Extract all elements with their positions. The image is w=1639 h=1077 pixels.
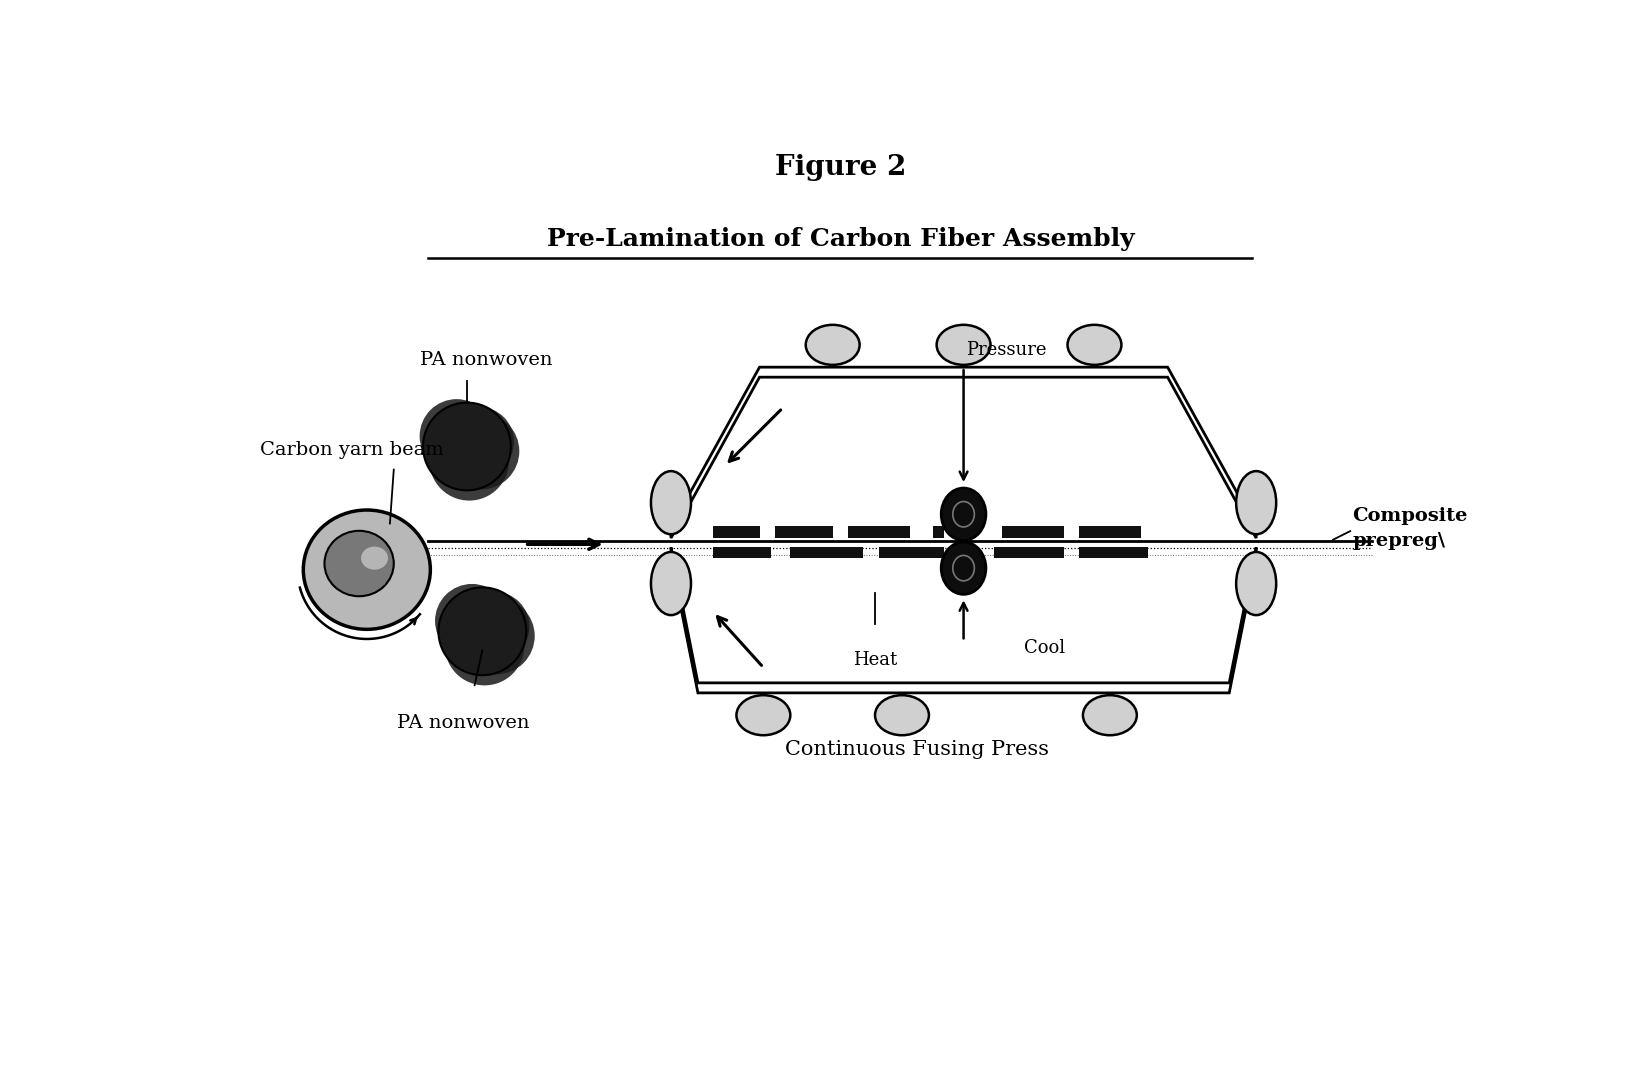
Bar <box>879 547 944 558</box>
Bar <box>775 526 833 538</box>
Ellipse shape <box>736 695 790 736</box>
Text: Figure 2: Figure 2 <box>775 154 906 181</box>
Circle shape <box>439 412 500 474</box>
Ellipse shape <box>941 542 987 595</box>
Text: Cool: Cool <box>1024 639 1065 657</box>
Circle shape <box>438 421 492 475</box>
Ellipse shape <box>361 547 388 570</box>
Bar <box>1078 526 1141 538</box>
Circle shape <box>428 409 498 479</box>
Circle shape <box>452 415 510 472</box>
Bar <box>790 547 864 558</box>
Text: PA nonwoven: PA nonwoven <box>397 714 529 731</box>
Text: prepreg\: prepreg\ <box>1352 532 1446 550</box>
Ellipse shape <box>806 325 859 365</box>
Bar <box>713 526 759 538</box>
Circle shape <box>447 598 513 663</box>
Ellipse shape <box>941 488 987 541</box>
Circle shape <box>426 406 508 488</box>
Circle shape <box>457 598 534 674</box>
Text: Composite: Composite <box>1352 507 1469 524</box>
Circle shape <box>443 600 498 656</box>
Circle shape <box>454 598 516 658</box>
Ellipse shape <box>1236 553 1277 615</box>
Circle shape <box>441 422 497 477</box>
Text: Pressure: Pressure <box>965 341 1046 360</box>
Circle shape <box>454 605 506 659</box>
Ellipse shape <box>325 531 393 597</box>
Ellipse shape <box>303 510 431 629</box>
Bar <box>1078 547 1149 558</box>
Circle shape <box>444 595 513 665</box>
Circle shape <box>449 607 498 657</box>
Circle shape <box>439 587 526 675</box>
Circle shape <box>428 416 484 471</box>
Circle shape <box>446 602 513 669</box>
Text: Pre-Lamination of Carbon Fiber Assembly: Pre-Lamination of Carbon Fiber Assembly <box>546 227 1134 251</box>
Ellipse shape <box>1067 325 1121 365</box>
Text: Carbon yarn beam: Carbon yarn beam <box>259 442 443 459</box>
Bar <box>713 547 770 558</box>
Circle shape <box>446 593 518 666</box>
Circle shape <box>461 592 529 661</box>
Circle shape <box>439 423 490 474</box>
Circle shape <box>451 593 518 660</box>
Circle shape <box>439 591 521 673</box>
Ellipse shape <box>936 325 990 365</box>
Text: PA nonwoven: PA nonwoven <box>420 351 552 369</box>
Circle shape <box>431 417 498 484</box>
Circle shape <box>434 584 510 658</box>
Circle shape <box>444 605 524 685</box>
Circle shape <box>444 407 515 476</box>
Circle shape <box>423 403 511 490</box>
Circle shape <box>456 607 505 658</box>
Circle shape <box>457 606 511 661</box>
Circle shape <box>420 400 493 473</box>
Circle shape <box>431 409 503 481</box>
Ellipse shape <box>651 471 692 534</box>
Circle shape <box>452 601 513 660</box>
Bar <box>847 526 910 538</box>
Ellipse shape <box>651 553 692 615</box>
Circle shape <box>441 590 523 673</box>
Bar <box>1001 526 1064 538</box>
Bar <box>995 547 1064 558</box>
Bar <box>933 526 944 538</box>
Text: Heat: Heat <box>852 651 897 669</box>
Ellipse shape <box>1083 695 1137 736</box>
Circle shape <box>429 421 510 501</box>
Circle shape <box>446 614 497 666</box>
Circle shape <box>467 600 524 657</box>
Circle shape <box>433 412 498 478</box>
Circle shape <box>429 429 482 480</box>
Ellipse shape <box>875 695 929 736</box>
Circle shape <box>438 416 497 476</box>
Circle shape <box>436 409 502 476</box>
Text: Continuous Fusing Press: Continuous Fusing Press <box>785 740 1049 758</box>
Circle shape <box>423 406 505 489</box>
Ellipse shape <box>1236 471 1277 534</box>
Circle shape <box>443 412 520 489</box>
Circle shape <box>433 422 484 472</box>
